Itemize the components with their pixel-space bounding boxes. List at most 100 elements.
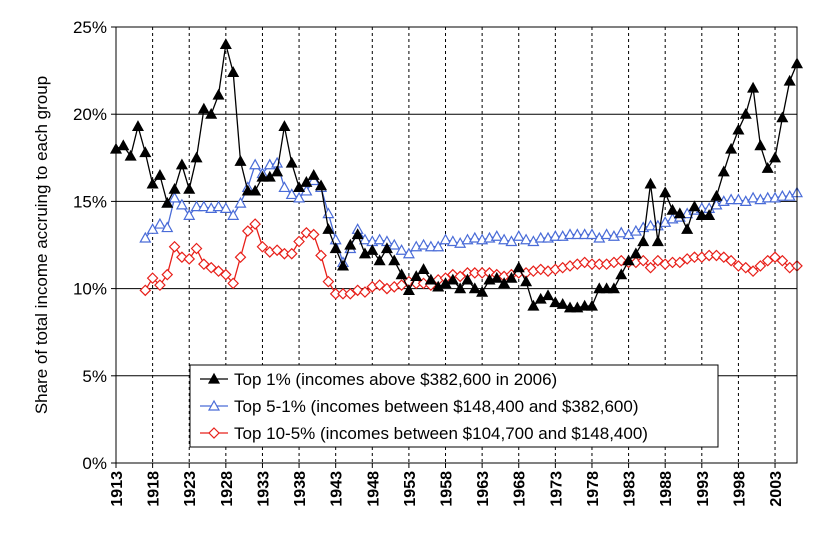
data-point	[725, 142, 738, 154]
data-point	[183, 182, 196, 194]
data-point	[336, 259, 350, 271]
data-point	[593, 282, 606, 294]
legend-label: Top 10-5% (incomes between $104,700 and …	[234, 424, 648, 443]
legend-marker	[207, 372, 221, 384]
data-point	[732, 193, 745, 205]
data-point	[747, 265, 759, 278]
data-point	[278, 181, 291, 193]
data-point	[146, 223, 159, 234]
data-point	[285, 156, 298, 168]
legend-label: Top 5-1% (incomes between $148,400 and $…	[234, 397, 639, 416]
data-point	[673, 207, 686, 219]
data-point	[417, 238, 430, 250]
data-point	[498, 277, 511, 288]
data-point	[153, 217, 166, 229]
data-point	[161, 196, 174, 208]
data-point	[659, 186, 672, 198]
data-point	[498, 233, 511, 245]
data-point	[154, 279, 166, 291]
data-point	[146, 177, 159, 189]
data-point	[446, 235, 459, 247]
data-point	[637, 235, 650, 247]
legend-marker	[208, 427, 220, 439]
data-point	[600, 228, 613, 240]
data-point	[227, 66, 240, 77]
data-point	[578, 299, 591, 311]
data-point	[402, 247, 415, 259]
data-point	[747, 191, 760, 203]
series-3	[139, 218, 803, 300]
x-tick-label: 1913	[109, 471, 126, 507]
legend-item: Top 10-5% (incomes between $104,700 and …	[200, 424, 648, 443]
data-point	[212, 200, 225, 212]
data-point	[761, 162, 774, 173]
data-point	[761, 191, 774, 203]
x-axis-ticks: 1913 1918 1923 1928 1933 1938 1943 1948 1953 1958…	[109, 463, 785, 507]
data-point	[131, 120, 144, 132]
data-point	[563, 228, 577, 240]
legend-box	[189, 364, 719, 448]
y-axis-ticks: 0% 5% 10% 15% 20% 25%	[73, 18, 116, 473]
x-tick-label: 1918	[146, 471, 163, 507]
data-point	[183, 209, 196, 220]
data-point	[476, 285, 489, 297]
x-tick-label: 1943	[329, 471, 346, 507]
x-tick-label: 1958	[439, 471, 456, 507]
data-point	[388, 254, 401, 266]
data-point	[703, 209, 716, 220]
data-point	[161, 268, 174, 281]
data-point	[183, 253, 196, 265]
data-point	[468, 282, 481, 294]
data-point	[395, 268, 408, 280]
data-point	[468, 231, 481, 243]
data-point	[271, 165, 284, 177]
y-tick-label: 10%	[73, 280, 107, 299]
data-point	[520, 233, 533, 245]
data-point	[666, 203, 679, 215]
data-point	[732, 123, 745, 135]
data-point	[146, 272, 159, 284]
x-tick-label: 1983	[622, 471, 639, 507]
x-tick-label: 1938	[292, 471, 309, 507]
data-point	[776, 111, 789, 123]
data-point	[219, 202, 232, 213]
x-tick-label: 1923	[182, 471, 199, 507]
x-tick-label: 1988	[658, 471, 675, 507]
data-point	[395, 243, 408, 255]
data-point	[358, 233, 371, 245]
data-point	[776, 254, 789, 267]
data-point	[629, 247, 642, 259]
data-point	[446, 273, 459, 285]
data-point	[505, 235, 518, 247]
data-point	[512, 230, 525, 241]
legend: Top 1% (incomes above $382,600 in 2006) T…	[189, 364, 719, 448]
data-point	[622, 254, 635, 266]
x-tick-label: 1933	[255, 471, 272, 507]
data-point	[219, 38, 232, 50]
data-point	[373, 254, 386, 266]
data-point	[402, 284, 415, 295]
data-point	[139, 146, 152, 158]
data-point	[717, 165, 730, 177]
data-point	[725, 254, 737, 267]
y-tick-label: 5%	[82, 367, 107, 386]
data-point	[534, 231, 547, 243]
data-point	[710, 189, 723, 201]
series-layer	[109, 38, 804, 313]
data-point	[205, 107, 218, 119]
data-point	[285, 247, 298, 260]
data-point	[776, 189, 789, 201]
legend-item: Top 5-1% (incomes between $148,400 and $…	[200, 397, 639, 416]
x-tick-label: 1993	[695, 471, 712, 507]
x-tick-label: 1973	[548, 471, 565, 507]
data-point	[747, 81, 760, 93]
data-point	[124, 149, 137, 161]
data-point	[563, 301, 577, 313]
data-point	[388, 238, 401, 250]
data-point	[505, 271, 518, 283]
data-point	[322, 223, 335, 234]
legend-item: Top 1% (incomes above $382,600 in 2006)	[200, 370, 557, 389]
data-point	[461, 273, 474, 285]
data-point	[234, 251, 247, 264]
